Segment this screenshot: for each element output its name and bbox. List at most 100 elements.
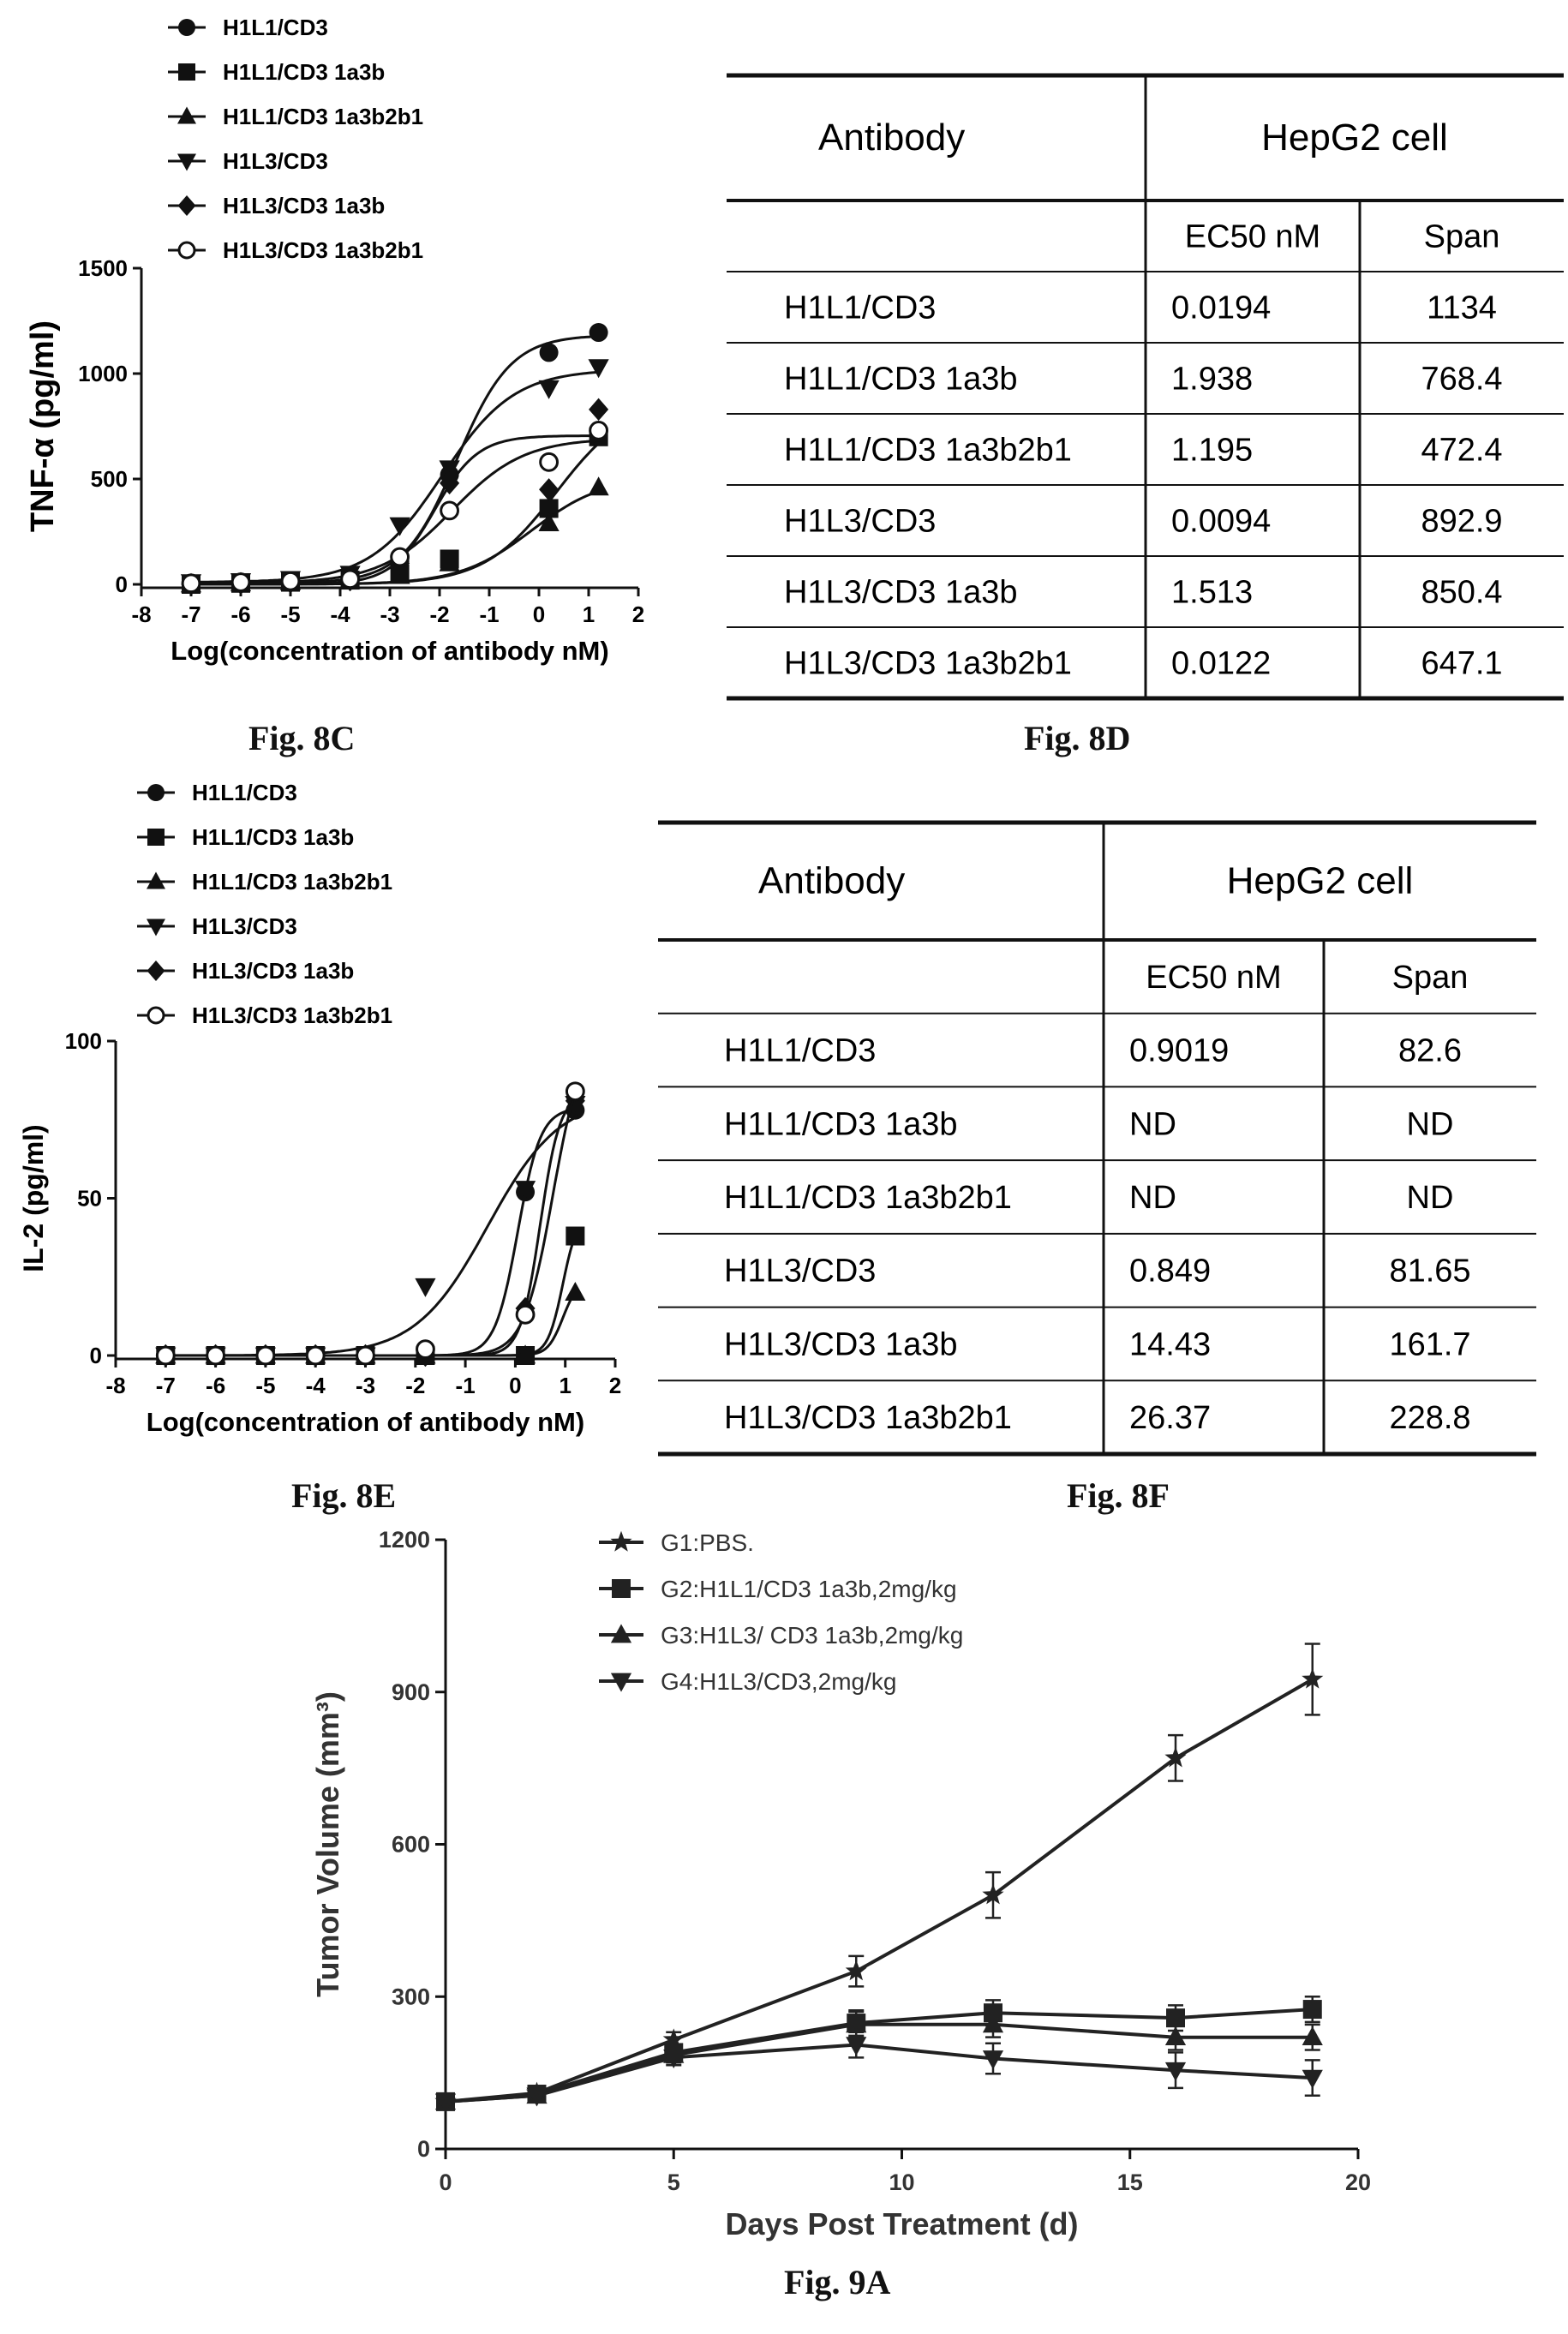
fig-8d-header-group: HepG2 cell <box>1261 117 1448 159</box>
fig-9a-label: Fig. 9A <box>784 2263 891 2301</box>
fig-8d-cell-antibody: H1L3/CD3 1a3b2b1 <box>784 646 1072 682</box>
fig-9a-legend-marker <box>612 1579 631 1598</box>
fig-8f-header-span: Span <box>1392 960 1469 996</box>
fig-8f-cell-span: 161.7 <box>1389 1326 1470 1362</box>
fig-9a-data-point <box>1164 2062 1187 2081</box>
fig-9a-data-point <box>845 1960 867 1981</box>
fig-8e-label: Fig. 8E <box>291 1476 397 1515</box>
fig-9a-data-point <box>1302 1667 1324 1689</box>
fig-9a-data-point <box>1164 2026 1187 2045</box>
fig-9a-data-point <box>434 2093 457 2113</box>
fig-8c-data-point <box>588 359 609 379</box>
fig-8c-x-tick-label: -4 <box>330 601 350 627</box>
fig-9a-data-point <box>846 2014 867 2033</box>
fig-8d-header-antibody: Antibody <box>818 117 965 159</box>
fig-8c-data-point <box>539 343 559 362</box>
fig-8f-cell-ec50: 0.849 <box>1129 1254 1211 1290</box>
fig-8e-x-tick-label: -4 <box>306 1373 326 1398</box>
fig-8e-y-tick-label: 0 <box>90 1343 102 1368</box>
fig-8f-header-antibody: Antibody <box>758 860 905 902</box>
fig-9a-x-tick-label: 0 <box>439 2169 452 2195</box>
fig-8c-legend-marker <box>178 19 195 36</box>
fig-9a-data-point <box>982 2014 1004 2033</box>
fig-8c-y-tick-label: 500 <box>91 466 128 492</box>
fig-8f-cell-span: ND <box>1407 1106 1454 1142</box>
fig-8e-data-point <box>416 1339 435 1360</box>
fig-9a-y-tick-label: 900 <box>392 1679 430 1705</box>
fig-8e-x-tick-label: -2 <box>405 1373 425 1398</box>
fig-8f-header-ec50: EC50 nM <box>1146 960 1281 996</box>
fig-8e-chart: 0 50 100 -8 -7 -6 -5 -4 -3 -2 -1 0 1 2 Log(concentrati… <box>18 780 621 1437</box>
fig-8c-series-curve <box>191 370 601 584</box>
fig-8c-x-tick-label: 2 <box>632 601 644 627</box>
fig-8e-data-point <box>566 1226 585 1246</box>
fig-8c-x-tick-label: -8 <box>131 601 151 627</box>
fig-8c-x-tick-label: -5 <box>280 601 300 627</box>
fig-9a-data-point <box>662 2028 685 2050</box>
fig-8d-label: Fig. 8D <box>1024 719 1131 757</box>
fig-8e-data-point <box>515 1304 536 1325</box>
fig-8e-data-point <box>155 1345 176 1366</box>
fig-9a-y-tick-label: 300 <box>392 1984 430 2009</box>
fig-8e-data-point <box>565 1081 585 1102</box>
fig-9a-x-tick-label: 20 <box>1345 2169 1371 2195</box>
fig-8c-chart: 0 500 1000 1500 -8 -7 -6 -5 -4 -3 -2 -1 0 1 2 Log(conce… <box>25 15 644 666</box>
fig-9a-legend-label: G3:H1L3/ CD3 1a3b,2mg/kg <box>661 1622 963 1649</box>
fig-8e-x-axis-title: Log(concentration of antibody nM) <box>147 1407 584 1437</box>
fig-8e-data-point <box>415 1278 436 1297</box>
fig-8e-y-tick-label: 100 <box>65 1028 102 1054</box>
fig-8c-data-point <box>539 478 560 501</box>
fig-9a-data-point <box>1302 2026 1323 2045</box>
fig-8c-x-tick-label: -6 <box>230 601 250 627</box>
fig-8d-cell-span: 472.4 <box>1421 433 1502 469</box>
fig-8f-cell-ec50: ND <box>1129 1106 1176 1142</box>
fig-9a-data-point <box>1302 2000 1322 2020</box>
fig-8d-cell-antibody: H1L1/CD3 1a3b2b1 <box>784 433 1072 469</box>
fig-8e-data-point <box>356 1345 375 1366</box>
fig-8c-y-tick-label: 1500 <box>78 255 128 281</box>
fig-8e-data-point <box>206 1345 226 1366</box>
fig-8c-legend-marker <box>177 106 196 124</box>
fig-8e-x-tick-label: -3 <box>356 1373 375 1398</box>
fig-8d-table: Antibody HepG2 cell EC50 nM Span H1L1/CD3 0.0… <box>727 73 1564 701</box>
fig-8e-legend-label: H1L3/CD3 1a3b <box>192 958 354 984</box>
fig-8f-cell-antibody: H1L1/CD3 1a3b <box>724 1106 958 1142</box>
fig-8c-data-point <box>589 323 608 343</box>
fig-8c-y-axis-title: TNF-α (pg/ml) <box>25 320 61 532</box>
fig-8c-legend-marker <box>177 153 196 171</box>
fig-8c-legend-label: H1L3/CD3 1a3b2b1 <box>223 237 423 263</box>
fig-8f-cell-antibody: H1L1/CD3 1a3b2b1 <box>724 1180 1012 1216</box>
fig-9a-legend-marker <box>610 1624 632 1643</box>
fig-8d-cell-antibody: H1L1/CD3 1a3b <box>784 362 1018 398</box>
fig-8c-data-point <box>181 573 201 594</box>
fig-8c-legend-label: H1L1/CD3 1a3b <box>223 59 385 85</box>
fig-8d-header-ec50: EC50 nM <box>1185 219 1320 255</box>
fig-9a-y-axis-title: Tumor Volume (mm³) <box>310 1691 345 1997</box>
fig-8d-cell-ec50: 1.513 <box>1171 575 1253 611</box>
fig-9a-data-point <box>1166 2008 1185 2028</box>
fig-8c-data-point <box>340 569 361 589</box>
fig-8c-legend-label: H1L1/CD3 <box>223 15 328 40</box>
fig-8d-cell-span: 647.1 <box>1421 646 1502 682</box>
fig-9a-legend-label: G1:PBS. <box>661 1529 754 1556</box>
fig-8e-legend-label: H1L1/CD3 <box>192 780 297 805</box>
fig-8f-cell-ec50: ND <box>1129 1180 1176 1216</box>
fig-8c-data-point <box>589 398 609 422</box>
fig-8c-legend-label: H1L1/CD3 1a3b2b1 <box>223 104 423 129</box>
fig-8d-cell-ec50: 0.0194 <box>1171 290 1271 326</box>
fig-8d-cell-span: 768.4 <box>1421 362 1502 398</box>
fig-9a-data-point <box>663 2050 685 2068</box>
fig-8f-cell-ec50: 14.43 <box>1129 1326 1211 1362</box>
fig-9a-data-point <box>1302 2069 1323 2089</box>
fig-9a-data-point <box>526 2087 548 2107</box>
fig-8c-data-point <box>440 471 460 495</box>
fig-8f-cell-span: 228.8 <box>1389 1400 1470 1436</box>
fig-8e-legend-marker <box>147 961 165 981</box>
fig-9a-x-axis-title: Days Post Treatment (d) <box>725 2206 1078 2241</box>
fig-8f-cell-antibody: H1L3/CD3 1a3b <box>724 1326 958 1362</box>
fig-8d-cell-span: 850.4 <box>1421 575 1502 611</box>
fig-8f-table: Antibody HepG2 cell EC50 nM Span H1L1/CD3 0.9… <box>658 820 1536 1457</box>
fig-8c-x-tick-label: -7 <box>181 601 200 627</box>
fig-8d-cell-antibody: H1L1/CD3 <box>784 290 936 326</box>
